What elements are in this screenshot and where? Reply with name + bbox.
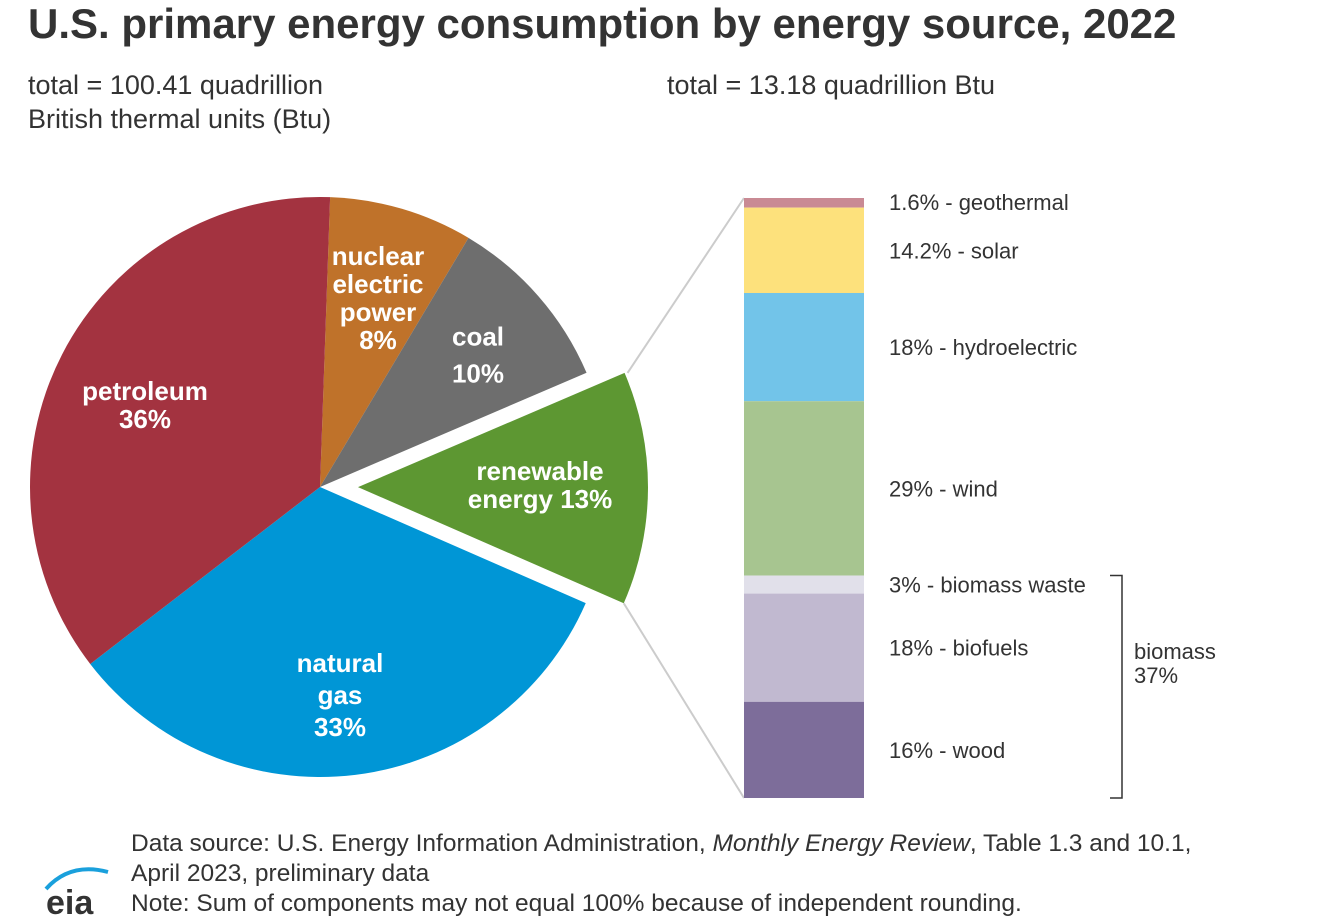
- logo-swoosh: [44, 867, 109, 891]
- segment-label-1: 14.2% - solar: [889, 238, 1019, 263]
- pie-subtitle-line-2: British thermal units (Btu): [28, 104, 332, 134]
- segment-label-6: 16% - wood: [889, 738, 1005, 763]
- segment-label-4: 3% - biomass waste: [889, 573, 1086, 598]
- pie-label-4: 36%: [119, 404, 171, 434]
- pie-label-0: power: [340, 297, 417, 327]
- footer-source-line-2: April 2023, preliminary data: [131, 860, 430, 887]
- logo-text: eia: [46, 884, 94, 920]
- pie-slice-0: [320, 197, 469, 487]
- pie-label-4: petroleum: [82, 376, 208, 406]
- pie-label-3: natural: [297, 648, 384, 678]
- bar-segment-5: [744, 593, 864, 702]
- pie-label-1: 10%: [452, 359, 504, 389]
- biomass-bracket: [1110, 574, 1123, 799]
- segment-label-3: 29% - wind: [889, 476, 998, 501]
- segment-label-5: 18% - biofuels: [889, 636, 1028, 661]
- bar-segment-3: [744, 401, 864, 576]
- pie-subtitle: total = 100.41 quadrillion British therm…: [28, 68, 331, 136]
- source-prefix: Data source: U.S. Energy Information Adm…: [131, 830, 713, 857]
- biomass-label: biomass: [1134, 639, 1216, 664]
- pie-label-1: coal: [452, 322, 504, 352]
- segment-label-2: 18% - hydroelectric: [889, 335, 1077, 360]
- connector-bottom: [622, 602, 745, 799]
- segment-label-0: 1.6% - geothermal: [889, 190, 1069, 215]
- pie-label-2: energy 13%: [468, 484, 613, 514]
- stacked-bar: 1.6% - geothermal 14.2% - solar 18% - hydr…: [622, 190, 1216, 799]
- bar-segment-4: [744, 575, 864, 594]
- chart-title: U.S. primary energy consumption by energ…: [28, 0, 1177, 47]
- source-publication: Monthly Energy Review: [712, 830, 970, 857]
- pie-slice-2: [357, 372, 648, 604]
- pie-label-0: nuclear: [332, 241, 425, 271]
- biomass-label: 37%: [1134, 663, 1178, 688]
- bar-segment-0: [744, 198, 864, 208]
- connector-top: [626, 197, 745, 374]
- pie-slice-4: [29, 197, 331, 664]
- bar-segment-6: [744, 701, 864, 798]
- bar-segment-2: [744, 292, 864, 402]
- pie-label-0: electric: [332, 269, 423, 299]
- pie-label-0: 8%: [359, 325, 397, 355]
- pie-label-3: 33%: [314, 712, 366, 742]
- pie-slice-1: [320, 237, 587, 487]
- footer-note: Note: Sum of components may not equal 10…: [131, 890, 1022, 917]
- pie-label-2: renewable: [476, 456, 603, 486]
- bar-segment-1: [744, 207, 864, 293]
- bar-subtitle: total = 13.18 quadrillion Btu: [667, 70, 995, 100]
- eia-logo: eia: [44, 867, 109, 920]
- source-suffix: , Table 1.3 and 10.1,: [969, 830, 1192, 857]
- footer-source: Data source: U.S. Energy Information Adm…: [131, 830, 1191, 858]
- pie-slice-3: [90, 487, 586, 777]
- pie-label-3: gas: [318, 680, 363, 710]
- pie-subtitle-line-1: total = 100.41 quadrillion: [28, 70, 323, 100]
